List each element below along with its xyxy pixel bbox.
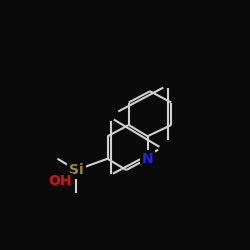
Text: N: N — [142, 152, 153, 166]
Text: Si: Si — [69, 163, 84, 177]
Text: OH: OH — [48, 174, 72, 188]
